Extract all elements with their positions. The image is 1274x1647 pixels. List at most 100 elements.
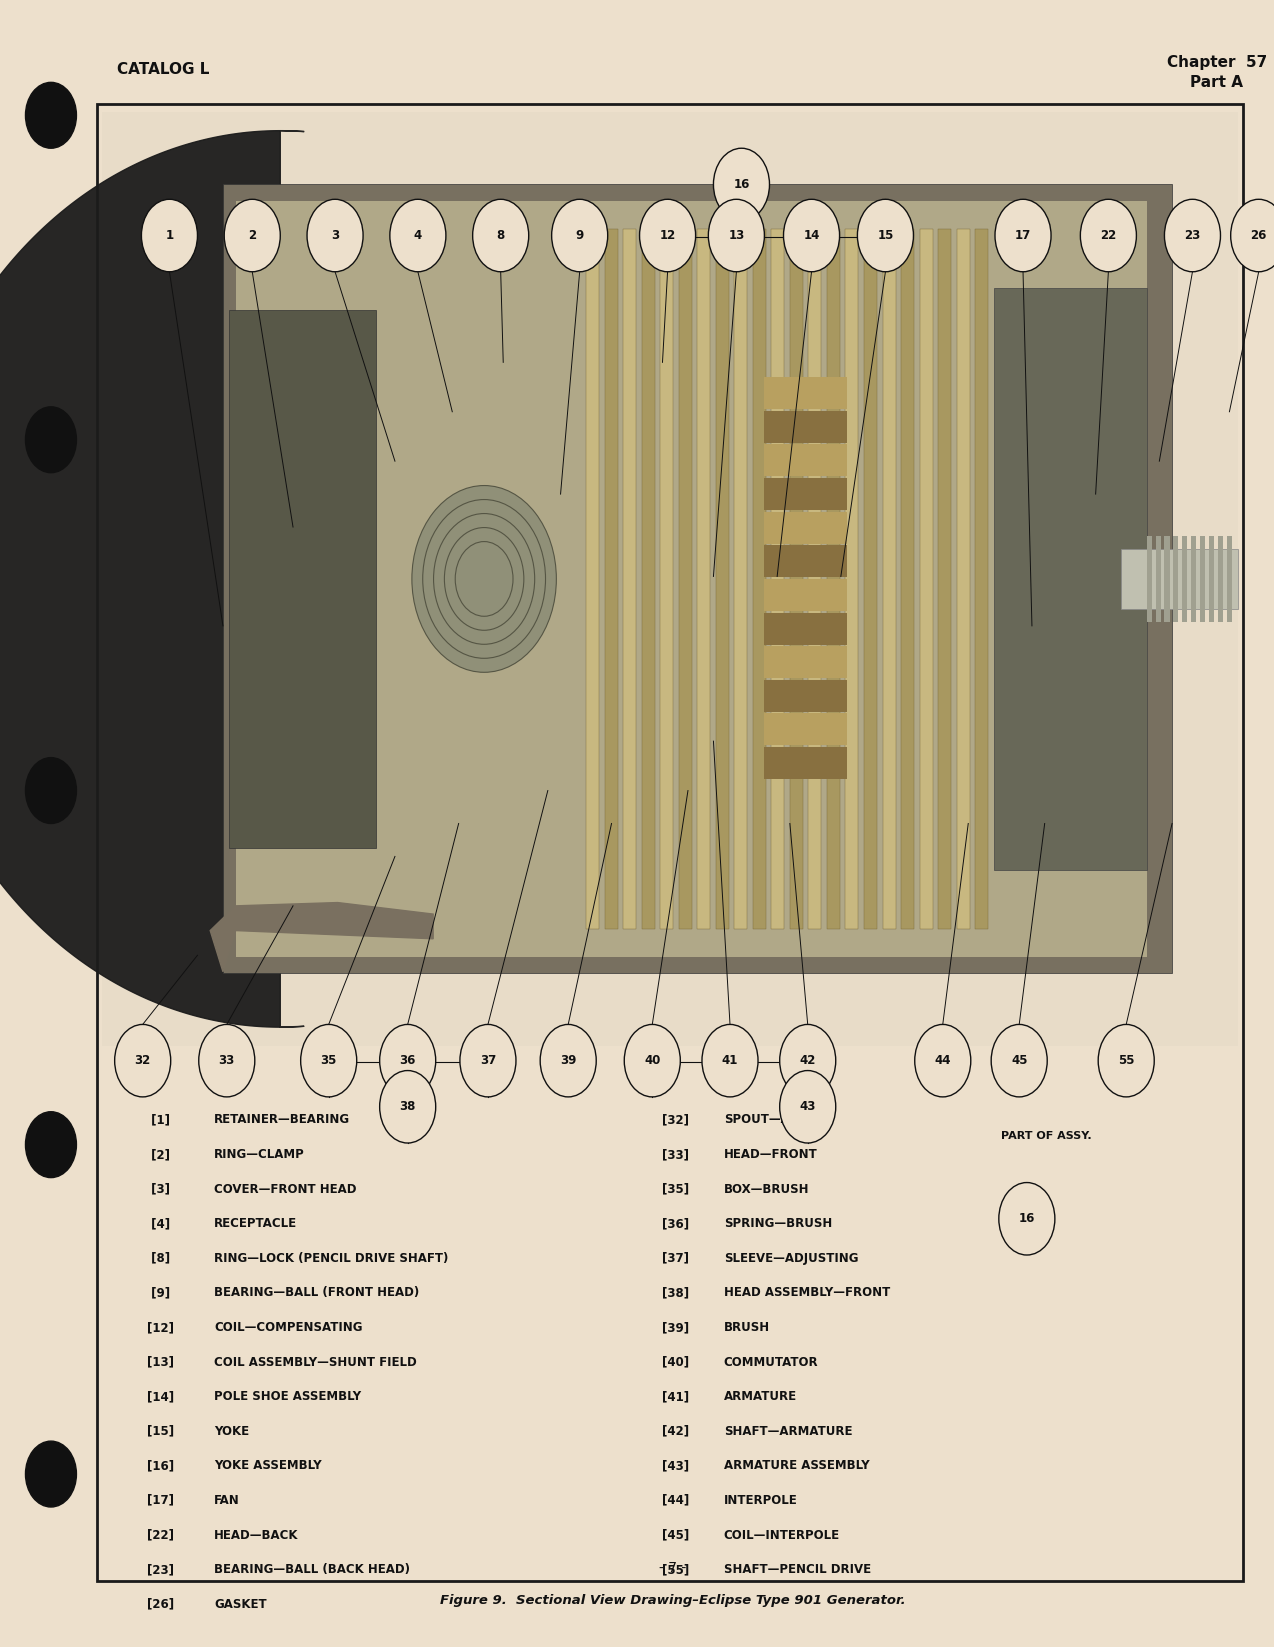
Text: RECEPTACLE: RECEPTACLE [214, 1217, 297, 1230]
Text: FAN: FAN [214, 1494, 240, 1507]
Text: [39]: [39] [662, 1321, 689, 1334]
Bar [1164, 537, 1170, 621]
Bar [1227, 537, 1232, 621]
Bar [1121, 548, 1238, 609]
Bar [1173, 537, 1178, 621]
Text: RETAINER—BEARING: RETAINER—BEARING [214, 1113, 350, 1127]
Bar [764, 580, 847, 611]
Bar [1200, 537, 1205, 621]
Text: [37]: [37] [662, 1252, 689, 1265]
Bar [660, 229, 673, 929]
Circle shape [115, 1024, 171, 1097]
Text: [1]: [1] [147, 1113, 169, 1127]
Circle shape [433, 514, 535, 644]
Text: [44]: [44] [662, 1494, 689, 1507]
Bar [764, 410, 847, 443]
Bar [920, 229, 933, 929]
Text: 38: 38 [400, 1100, 415, 1113]
Bar [623, 229, 636, 929]
Circle shape [199, 1024, 255, 1097]
Text: COIL ASSEMBLY—SHUNT FIELD: COIL ASSEMBLY—SHUNT FIELD [214, 1355, 417, 1369]
Bar [994, 288, 1147, 870]
Bar [753, 229, 766, 929]
Text: 9: 9 [576, 229, 583, 242]
Text: [42]: [42] [662, 1425, 689, 1438]
Bar [764, 713, 847, 746]
Text: 2: 2 [248, 229, 256, 242]
Text: GASKET: GASKET [214, 1598, 266, 1611]
Text: Figure 9.  Sectional View Drawing–Eclipse Type 901 Generator.: Figure 9. Sectional View Drawing–Eclipse… [440, 1594, 906, 1607]
Circle shape [423, 499, 545, 659]
Bar [764, 545, 847, 576]
Text: 37: 37 [480, 1054, 496, 1067]
Circle shape [1164, 199, 1220, 272]
Text: [41]: [41] [662, 1390, 689, 1403]
Circle shape [780, 1071, 836, 1143]
Bar [679, 229, 692, 929]
Text: 17: 17 [1015, 229, 1031, 242]
Circle shape [445, 527, 524, 631]
Bar [764, 512, 847, 544]
Text: [15]: [15] [147, 1425, 173, 1438]
Bar [790, 229, 803, 929]
Text: 42: 42 [800, 1054, 815, 1067]
Text: PART OF ASSY.: PART OF ASSY. [1001, 1131, 1092, 1141]
Circle shape [624, 1024, 680, 1097]
Text: 55: 55 [1119, 1054, 1134, 1067]
Text: SPOUT—AIR: SPOUT—AIR [724, 1113, 803, 1127]
Bar [957, 229, 970, 929]
Text: SPRING—BRUSH: SPRING—BRUSH [724, 1217, 832, 1230]
Bar [764, 445, 847, 476]
Bar [764, 377, 847, 408]
Bar [827, 229, 840, 929]
Text: [40]: [40] [662, 1355, 689, 1369]
Circle shape [25, 1112, 76, 1178]
Bar [734, 229, 748, 929]
Circle shape [713, 148, 769, 221]
Text: [23]: [23] [147, 1563, 173, 1576]
Text: [16]: [16] [147, 1459, 173, 1472]
Text: YOKE ASSEMBLY: YOKE ASSEMBLY [214, 1459, 321, 1472]
Text: [4]: [4] [147, 1217, 169, 1230]
Text: BOX—BRUSH: BOX—BRUSH [724, 1183, 809, 1196]
Circle shape [307, 199, 363, 272]
Circle shape [141, 199, 197, 272]
Text: [22]: [22] [147, 1528, 173, 1542]
Text: BEARING—BALL (FRONT HEAD): BEARING—BALL (FRONT HEAD) [214, 1286, 419, 1299]
Bar [938, 229, 952, 929]
Text: Part A: Part A [1190, 74, 1243, 91]
Bar [771, 229, 785, 929]
Circle shape [380, 1024, 436, 1097]
Circle shape [1098, 1024, 1154, 1097]
Text: 23: 23 [1185, 229, 1200, 242]
Text: 35: 35 [321, 1054, 336, 1067]
Text: SHAFT—ARMATURE: SHAFT—ARMATURE [724, 1425, 852, 1438]
Bar [883, 229, 896, 929]
Circle shape [380, 1071, 436, 1143]
Bar [102, 112, 1238, 1046]
Circle shape [460, 1024, 516, 1097]
Circle shape [412, 486, 557, 672]
Text: CATALOG L: CATALOG L [117, 61, 210, 77]
Text: YOKE: YOKE [214, 1425, 250, 1438]
Circle shape [999, 1183, 1055, 1255]
Text: 22: 22 [1101, 229, 1116, 242]
Circle shape [25, 758, 76, 824]
Text: 26: 26 [1251, 229, 1266, 242]
Text: 4: 4 [414, 229, 422, 242]
Text: SLEEVE—ADJUSTING: SLEEVE—ADJUSTING [724, 1252, 859, 1265]
Circle shape [915, 1024, 971, 1097]
Text: [17]: [17] [147, 1494, 173, 1507]
Text: 12: 12 [660, 229, 675, 242]
Text: [36]: [36] [662, 1217, 689, 1230]
Polygon shape [210, 903, 433, 972]
Text: [33]: [33] [662, 1148, 689, 1161]
Text: RING—LOCK (PENCIL DRIVE SHAFT): RING—LOCK (PENCIL DRIVE SHAFT) [214, 1252, 448, 1265]
Bar [697, 229, 710, 929]
Text: 14: 14 [804, 229, 819, 242]
Text: 8: 8 [497, 229, 505, 242]
Bar [642, 229, 655, 929]
Bar [716, 229, 729, 929]
Circle shape [991, 1024, 1047, 1097]
Text: 15: 15 [878, 229, 893, 242]
